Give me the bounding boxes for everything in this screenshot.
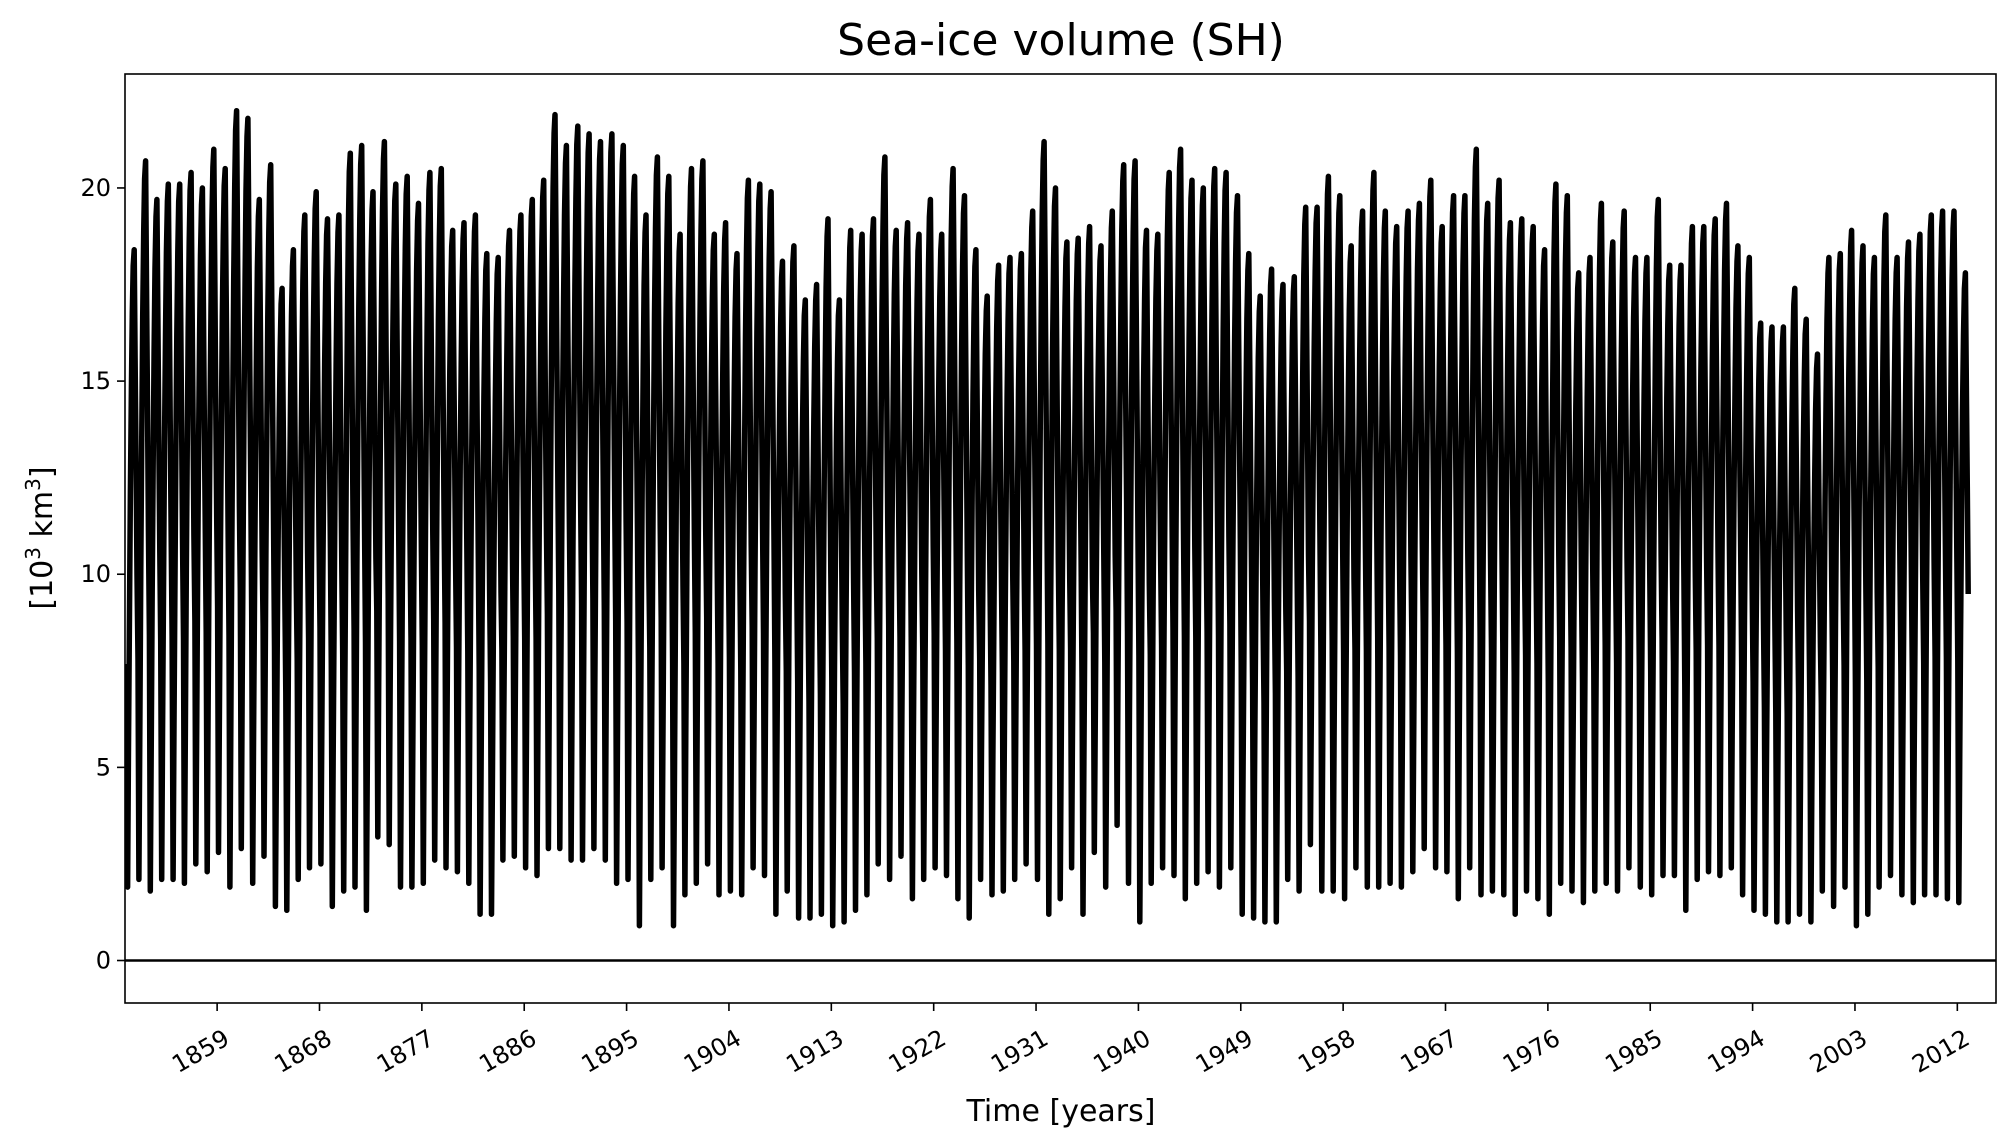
sea-ice-volume-line	[125, 107, 1971, 929]
x-axis-label: Time [years]	[966, 1094, 1156, 1129]
series-layer	[125, 107, 1971, 929]
y-tick-label: 5	[96, 753, 111, 781]
chart-title: Sea-ice volume (SH)	[837, 15, 1285, 66]
plot-frame	[124, 73, 1997, 1004]
y-tick-label: 0	[96, 947, 111, 975]
y-axis-label: [103 km3]	[21, 466, 60, 609]
y-tick-label: 10	[80, 560, 111, 588]
y-tick-label: 20	[80, 174, 111, 202]
y-axis: 0 5 10 15 20	[80, 174, 125, 975]
y-tick-label: 15	[80, 367, 111, 395]
